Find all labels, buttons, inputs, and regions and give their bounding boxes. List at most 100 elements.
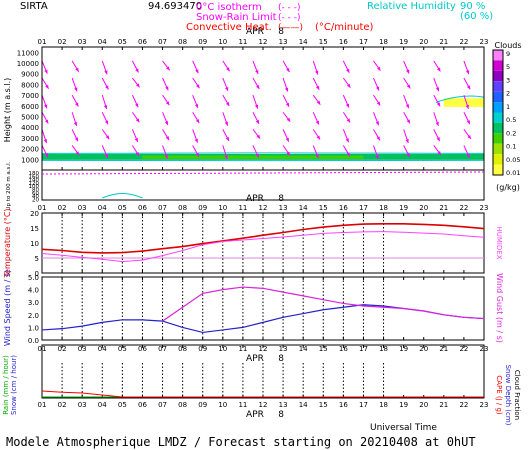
wind-tick-3.0: 3.0: [28, 299, 39, 307]
legend-snowrain-sample: (- - -): [278, 13, 301, 23]
wind-hour-label-19: 19: [399, 345, 408, 353]
snow-axis-label: Snow (cm / hour): [10, 355, 18, 415]
top-hour-label-09: 09: [198, 38, 207, 46]
wind-arrow-head: [375, 154, 379, 159]
height-axis-label: Height (m a.s.l.): [3, 78, 12, 143]
legend-snowrain-label: Snow-Rain Limit: [196, 12, 277, 23]
wind-hour-label-16: 16: [339, 345, 348, 353]
bottom-hour-label-01: 01: [38, 401, 47, 409]
temp-tick-15: 15: [30, 225, 39, 233]
top-hour-label-04: 04: [98, 38, 107, 46]
colorbar-tick-3: 3: [506, 76, 510, 84]
wind-arrow-head: [315, 85, 320, 90]
rh-value-90: 90 %: [460, 1, 485, 12]
temp-hour-label-11: 11: [238, 204, 247, 212]
wind-arrow-head: [196, 84, 200, 89]
wind-gust-axis-label: Wind Gust (m / s): [495, 273, 504, 343]
low-height-tick-20: 20: [32, 197, 39, 203]
site-coords: 94.693470: [148, 1, 202, 12]
rh-label: Relative Humidity: [367, 1, 456, 12]
wind-arrow-head: [43, 139, 48, 144]
wind-arrow-head: [436, 137, 440, 142]
colorbar-swatch: [493, 112, 503, 123]
cape-line: [41, 390, 484, 398]
colorbar-swatch: [493, 143, 503, 155]
height-tick-11000: 11000: [17, 49, 39, 57]
wind-arrow-head: [225, 86, 229, 91]
wind-arrow-head: [376, 66, 381, 71]
top-hour-label-08: 08: [178, 38, 187, 46]
wind-arrow-head: [194, 104, 199, 108]
wind-arrow-head: [345, 138, 349, 143]
temperature-line: [41, 223, 485, 254]
wind-arrow-head: [195, 69, 199, 74]
low-height-tick-120: 120: [29, 181, 40, 187]
isotherm-line: [41, 171, 485, 175]
colorbar-tick-0.05: 0.05: [506, 156, 520, 164]
bottom-hour-label-21: 21: [439, 401, 448, 409]
cloud-layer: [443, 98, 484, 107]
wind-arrow-head: [75, 151, 80, 156]
top-hour-label-16: 16: [339, 38, 348, 46]
wind-arrow-head: [44, 104, 48, 109]
wind-arrow-head: [256, 134, 261, 139]
height-tick-5000: 5000: [21, 114, 39, 122]
wind-arrow-head: [73, 122, 78, 127]
wind-arrow-head: [104, 120, 109, 125]
low-height-tick-100: 100: [29, 184, 40, 190]
wind-arrow-head: [135, 83, 140, 88]
temp-hour-label-08: 08: [178, 204, 187, 212]
wind-hour-label-13: 13: [279, 345, 288, 353]
wind-arrow-head: [345, 103, 350, 108]
colorbar-swatch: [493, 154, 503, 165]
low-height-tick-80: 80: [32, 188, 39, 194]
bottom-date-day: 8: [278, 410, 284, 420]
bottom-hour-label-17: 17: [359, 401, 368, 409]
wind-arrow-head: [346, 83, 351, 88]
colorbar-swatch: [493, 91, 503, 103]
colorbar-swatch: [493, 133, 503, 144]
wind-hour-label-04: 04: [98, 345, 107, 353]
top-hour-label-03: 03: [78, 38, 87, 46]
bottom-hour-label-14: 14: [299, 401, 308, 409]
wind-hour-label-09: 09: [198, 345, 207, 353]
wind-arrow-head: [467, 135, 471, 139]
colorbar-swatch: [493, 164, 503, 175]
wind-hour-label-07: 07: [158, 345, 167, 353]
top-hour-label-11: 11: [238, 38, 247, 46]
low-height-tick-160: 160: [29, 174, 40, 180]
wind-hour-label-12: 12: [259, 345, 268, 353]
wind-arrow-head: [164, 154, 168, 159]
snow-depth-axis-label: Snow Depth (cm): [504, 365, 512, 426]
wind-arrow-head: [406, 153, 410, 158]
colorbar-tick-9: 9: [506, 50, 510, 58]
universal-time-label: Universal Time: [370, 423, 437, 433]
temp-hour-label-04: 04: [98, 204, 107, 212]
wind-arrow-head: [256, 85, 260, 90]
top-hour-label-23: 23: [480, 38, 489, 46]
height-tick-4000: 4000: [21, 124, 39, 132]
wind-arrow-head: [226, 67, 230, 72]
site-name: SIRTA: [20, 1, 48, 12]
colorbar-tick-0.5: 0.5: [506, 116, 516, 124]
temperature-axis-label: Temperature (°C): [3, 208, 12, 278]
wind-arrow-head: [436, 102, 441, 107]
low-date-month: APR: [246, 354, 264, 364]
height-tick-7000: 7000: [21, 92, 39, 100]
cloud-layer: [142, 155, 364, 159]
wind-arrow-head: [44, 119, 49, 124]
wind-arrow-head: [75, 102, 79, 107]
wind-arrow-head: [465, 104, 469, 109]
bottom-hour-label-22: 22: [459, 401, 468, 409]
wind-arrow-head: [255, 69, 259, 74]
wind-speed-axis-label: Wind Speed (m / s): [3, 270, 12, 346]
colorbar-swatch: [493, 81, 503, 92]
rh-value-60: (60 %): [460, 11, 493, 22]
wind-hour-label-17: 17: [359, 345, 368, 353]
temp-hour-label-16: 16: [339, 204, 348, 212]
top-hour-label-05: 05: [118, 38, 127, 46]
colorbar-tick-0.2: 0.2: [506, 129, 516, 137]
temp-hour-label-07: 07: [158, 204, 167, 212]
wind-hour-label-05: 05: [118, 345, 127, 353]
